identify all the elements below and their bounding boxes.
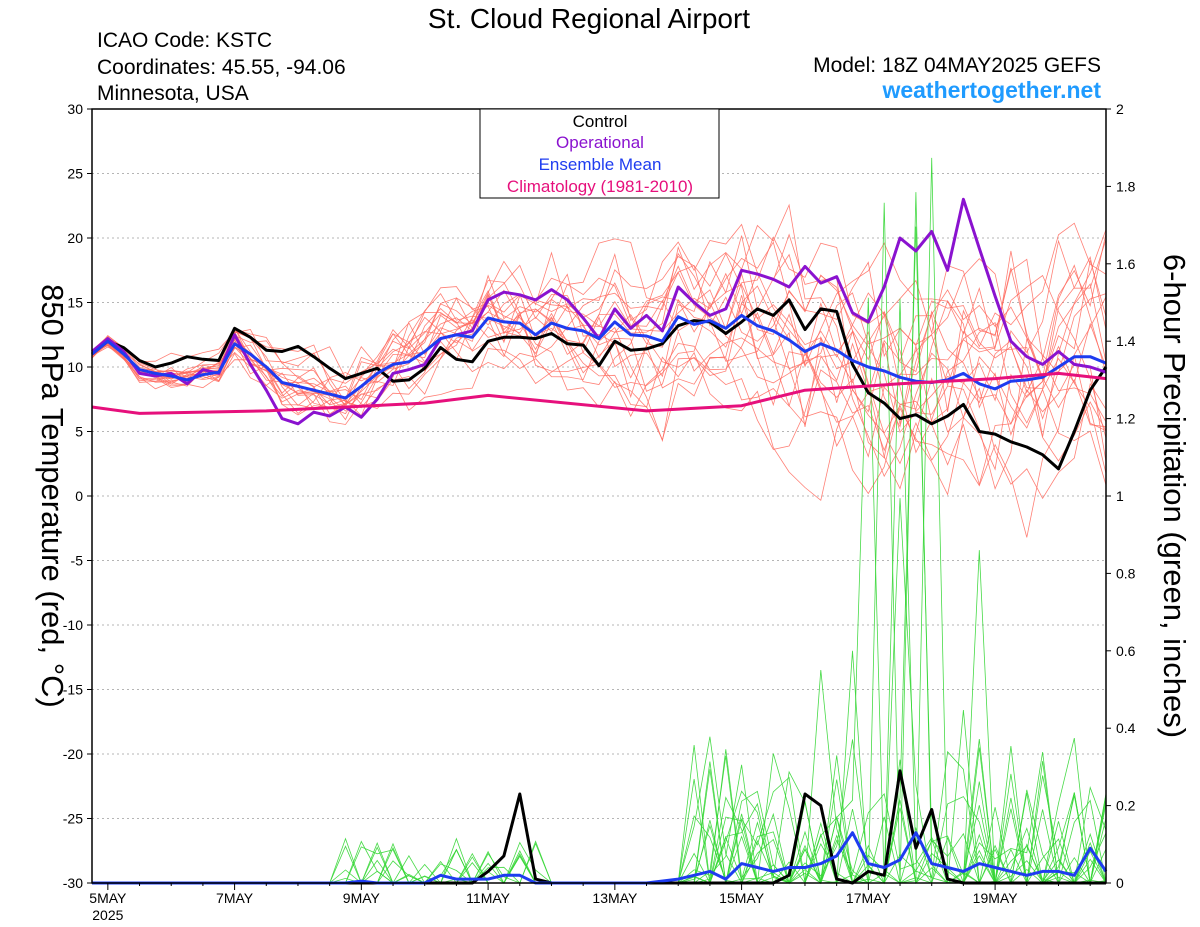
control-precip-line	[92, 769, 1106, 885]
member-precip-line	[92, 192, 1107, 885]
right-tick-label: 1.4	[1116, 333, 1136, 349]
x-tick-label: 15MAY	[719, 890, 765, 906]
member-precip-line	[92, 202, 1107, 884]
control-temp-line	[91, 298, 1108, 471]
chart-title: St. Cloud Regional Airport	[428, 3, 750, 34]
member-precip-line	[92, 498, 1107, 884]
x-tick-label: 19MAY	[973, 890, 1019, 906]
legend-ensemble-mean: Ensemble Mean	[539, 155, 662, 174]
x-tick-label: 9MAY	[343, 890, 381, 906]
legend-climatology: Climatology (1981-2010)	[507, 177, 693, 196]
left-tick-label: 5	[75, 424, 83, 440]
legend: Control Operational Ensemble Mean Climat…	[479, 108, 720, 199]
member-precip-line	[92, 157, 1107, 884]
x-tick-label: 5MAY	[89, 890, 127, 906]
right-tick-label: 1.2	[1116, 411, 1136, 427]
member-precip-line	[92, 226, 1107, 885]
left-tick-label: -20	[63, 746, 83, 762]
member-precip-line	[92, 816, 1106, 884]
member-temperature-line	[91, 285, 1107, 465]
grid-lines	[92, 173, 1106, 819]
member-precip-line	[92, 297, 1107, 885]
member-temperature-line	[91, 258, 1107, 459]
left-tick-label: 25	[67, 166, 83, 182]
legend-control: Control	[573, 112, 628, 131]
right-tick-label: 0.6	[1116, 643, 1136, 659]
x-tick-label: 17MAY	[846, 890, 892, 906]
x-tick-label: 2025	[92, 907, 123, 923]
x-tick-label: 7MAY	[216, 890, 254, 906]
left-tick-label: 10	[67, 359, 83, 375]
right-tick-label: 1.6	[1116, 256, 1136, 272]
member-temperature-line	[91, 260, 1107, 495]
ensemble-mean-temp-line	[91, 313, 1107, 400]
member-precip-line	[92, 779, 1107, 885]
right-tick-label: 0	[1116, 875, 1124, 891]
right-tick-label: 1.8	[1116, 178, 1136, 194]
right-tick-label: 2	[1116, 101, 1124, 117]
member-precip-lines	[92, 157, 1107, 885]
left-tick-label: -15	[63, 682, 83, 698]
right-tick-label: 0.2	[1116, 798, 1136, 814]
member-precip-line	[92, 550, 1107, 884]
coordinates: Coordinates: 45.55, -94.06	[97, 56, 346, 79]
left-tick-label: 30	[67, 101, 83, 117]
left-tick-label: -5	[71, 553, 84, 569]
right-axis-ticks: 2 1.8 1.6 1.4 1.2 1 0.8 0.6 0.4 0.2 0	[1106, 101, 1136, 891]
x-tick-label: 13MAY	[592, 890, 638, 906]
left-tick-label: 15	[67, 295, 83, 311]
icao-code: ICAO Code: KSTC	[97, 29, 272, 52]
model-run: Model: 18Z 04MAY2025 GEFS	[813, 54, 1101, 77]
right-tick-label: 1	[1116, 488, 1124, 504]
left-tick-label: -10	[63, 617, 83, 633]
brand-link[interactable]: weathertogether.net	[881, 77, 1101, 103]
left-tick-label: -30	[63, 875, 83, 891]
member-precip-line	[92, 650, 1107, 884]
right-tick-label: 0.4	[1116, 720, 1136, 736]
legend-box	[479, 108, 720, 199]
left-tick-label: 20	[67, 230, 83, 246]
member-temperature-line	[91, 235, 1107, 414]
operational-temp-line	[91, 197, 1107, 426]
left-tick-label: 0	[75, 488, 83, 504]
climatology-1981-2010-temp-line	[91, 371, 1107, 415]
member-temperature-line	[91, 260, 1107, 487]
right-tick-label: 0.8	[1116, 565, 1136, 581]
left-axis-label: 850 hPa Temperature (red, °C)	[35, 284, 70, 708]
ensemble-mean-precip-line	[92, 831, 1108, 885]
member-temperature-line	[91, 241, 1107, 400]
right-axis-label: 6-hour Precipitation (green, inches)	[1157, 254, 1192, 738]
legend-operational: Operational	[556, 133, 644, 152]
left-axis-ticks: 30 25 20 15 10 5 0 -5 -10 -15 -20 -25 -30	[63, 101, 92, 891]
x-tick-label: 11MAY	[466, 890, 510, 906]
member-temperature-lines	[91, 203, 1107, 538]
main-series	[91, 197, 1108, 885]
left-tick-label: -25	[63, 811, 83, 827]
region: Minnesota, USA	[97, 82, 249, 105]
